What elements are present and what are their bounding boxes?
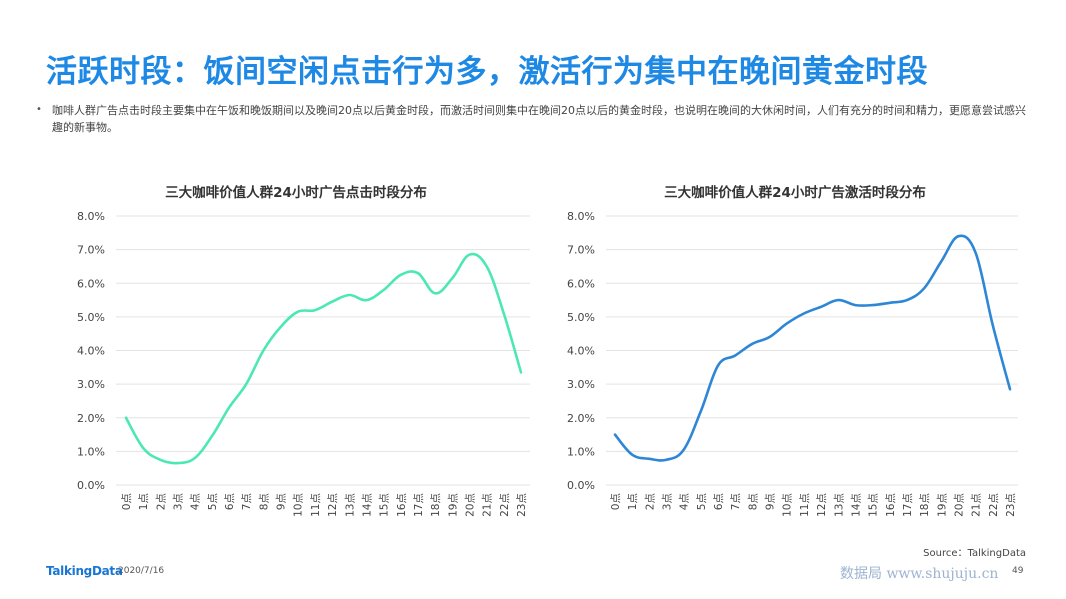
source-note: Source：TalkingData (923, 548, 1026, 559)
x-tick-label: 16点 (885, 493, 897, 517)
x-tick-label: 17点 (413, 493, 425, 517)
x-tick-label: 22点 (499, 493, 511, 517)
y-tick-label: 6.0% (567, 277, 595, 290)
x-tick-label: 12点 (816, 493, 828, 517)
x-tick-label: 23点 (1005, 493, 1017, 517)
x-tick-label: 0点 (610, 493, 622, 510)
x-tick-label: 14点 (361, 493, 373, 517)
x-tick-label: 10点 (782, 493, 794, 517)
y-tick-label: 0.0% (567, 479, 595, 492)
x-tick-label: 1点 (138, 493, 150, 510)
y-tick-label: 8.0% (77, 210, 105, 223)
x-tick-label: 3点 (662, 493, 674, 510)
x-tick-label: 18点 (919, 493, 931, 517)
chart-clicks: 0.0% 1.0% 2.0% 3.0% 4.0% 5.0% 6.0% 7.0% 8.0% 0点 1点… (77, 210, 530, 517)
y-tick-label: 8.0% (567, 210, 595, 223)
x-tick-label: 23点 (516, 493, 528, 517)
summary-bullet: • 咖啡人群广告点击时段主要集中在午饭和晚饭期间以及晚间20点以后黄金时段，而激… (36, 102, 1026, 136)
x-tick-label: 18点 (430, 493, 442, 517)
x-tick-label: 8点 (747, 493, 759, 510)
x-tick-label: 21点 (482, 493, 494, 517)
x-tick-label: 5点 (207, 493, 219, 510)
x-tick-label: 8点 (258, 493, 270, 510)
chart-activations: 0.0% 1.0% 2.0% 3.0% 4.0% 5.0% 6.0% 7.0% 8.0% 0点 1点… (567, 210, 1018, 517)
x-tick-label: 11点 (310, 493, 322, 517)
x-tick-label: 16点 (396, 493, 408, 517)
chart-title-clicks: 三大咖啡价值人群24小时广告点击时段分布 (165, 185, 427, 201)
series-line (124, 252, 523, 465)
x-tick-label: 19点 (936, 493, 948, 517)
y-tick-label: 7.0% (77, 244, 105, 257)
x-tick-label: 4点 (190, 493, 202, 510)
x-tick-label: 9点 (765, 493, 777, 510)
y-tick-label: 2.0% (567, 412, 595, 425)
y-tick-label: 5.0% (77, 311, 105, 324)
x-tick-label: 12点 (327, 493, 339, 517)
x-tick-label: 15点 (868, 493, 880, 517)
summary-text: 咖啡人群广告点击时段主要集中在午饭和晚饭期间以及晚间20点以后黄金时段，而激活时… (52, 104, 1026, 134)
x-tick-label: 2点 (155, 493, 167, 510)
y-tick-label: 0.0% (77, 479, 105, 492)
y-tick-label: 4.0% (567, 345, 595, 358)
x-tick-label: 10点 (293, 493, 305, 517)
page-number: 49 (1012, 566, 1024, 576)
y-tick-label: 1.0% (567, 445, 595, 458)
y-tick-label: 2.0% (77, 412, 105, 425)
x-tick-label: 7点 (730, 493, 742, 510)
y-tick-label: 1.0% (77, 445, 105, 458)
y-tick-label: 3.0% (567, 378, 595, 391)
talkingdata-logo: TalkingData (46, 564, 123, 578)
x-tick-label: 4点 (679, 493, 691, 510)
x-tick-label: 1点 (627, 493, 639, 510)
report-date: 2020/7/16 (118, 566, 165, 576)
x-tick-label: 20点 (953, 493, 965, 517)
y-tick-label: 3.0% (77, 378, 105, 391)
x-tick-label: 20点 (464, 493, 476, 517)
x-tick-label: 6点 (224, 493, 236, 510)
y-tick-label: 4.0% (77, 345, 105, 358)
x-tick-label: 6点 (713, 493, 725, 510)
x-tick-label: 11点 (799, 493, 811, 517)
chart-title-activations: 三大咖啡价值人群24小时广告激活时段分布 (664, 185, 926, 201)
x-tick-label: 22点 (988, 493, 1000, 517)
y-tick-label: 7.0% (567, 244, 595, 257)
x-tick-label: 13点 (344, 493, 356, 517)
x-tick-label: 17点 (902, 493, 914, 517)
x-tick-label: 21点 (971, 493, 983, 517)
x-tick-label: 9点 (276, 493, 288, 510)
x-tick-label: 19点 (447, 493, 459, 517)
y-tick-label: 6.0% (77, 277, 105, 290)
page-title: 活跃时段：饭间空闲点击行为多，激活行为集中在晚间黄金时段 (46, 54, 928, 90)
watermark: 数据局 www.shujuju.cn (840, 566, 999, 582)
x-tick-label: 14点 (850, 493, 862, 517)
y-tick-label: 5.0% (567, 311, 595, 324)
x-tick-label: 7点 (241, 493, 253, 510)
x-tick-label: 5点 (696, 493, 708, 510)
x-tick-label: 2点 (644, 493, 656, 510)
bullet-dot-icon: • (36, 104, 42, 115)
series-line (613, 234, 1012, 462)
x-tick-label: 0点 (121, 493, 133, 510)
x-tick-label: 15点 (379, 493, 391, 517)
x-tick-label: 13点 (833, 493, 845, 517)
x-tick-label: 3点 (173, 493, 185, 510)
